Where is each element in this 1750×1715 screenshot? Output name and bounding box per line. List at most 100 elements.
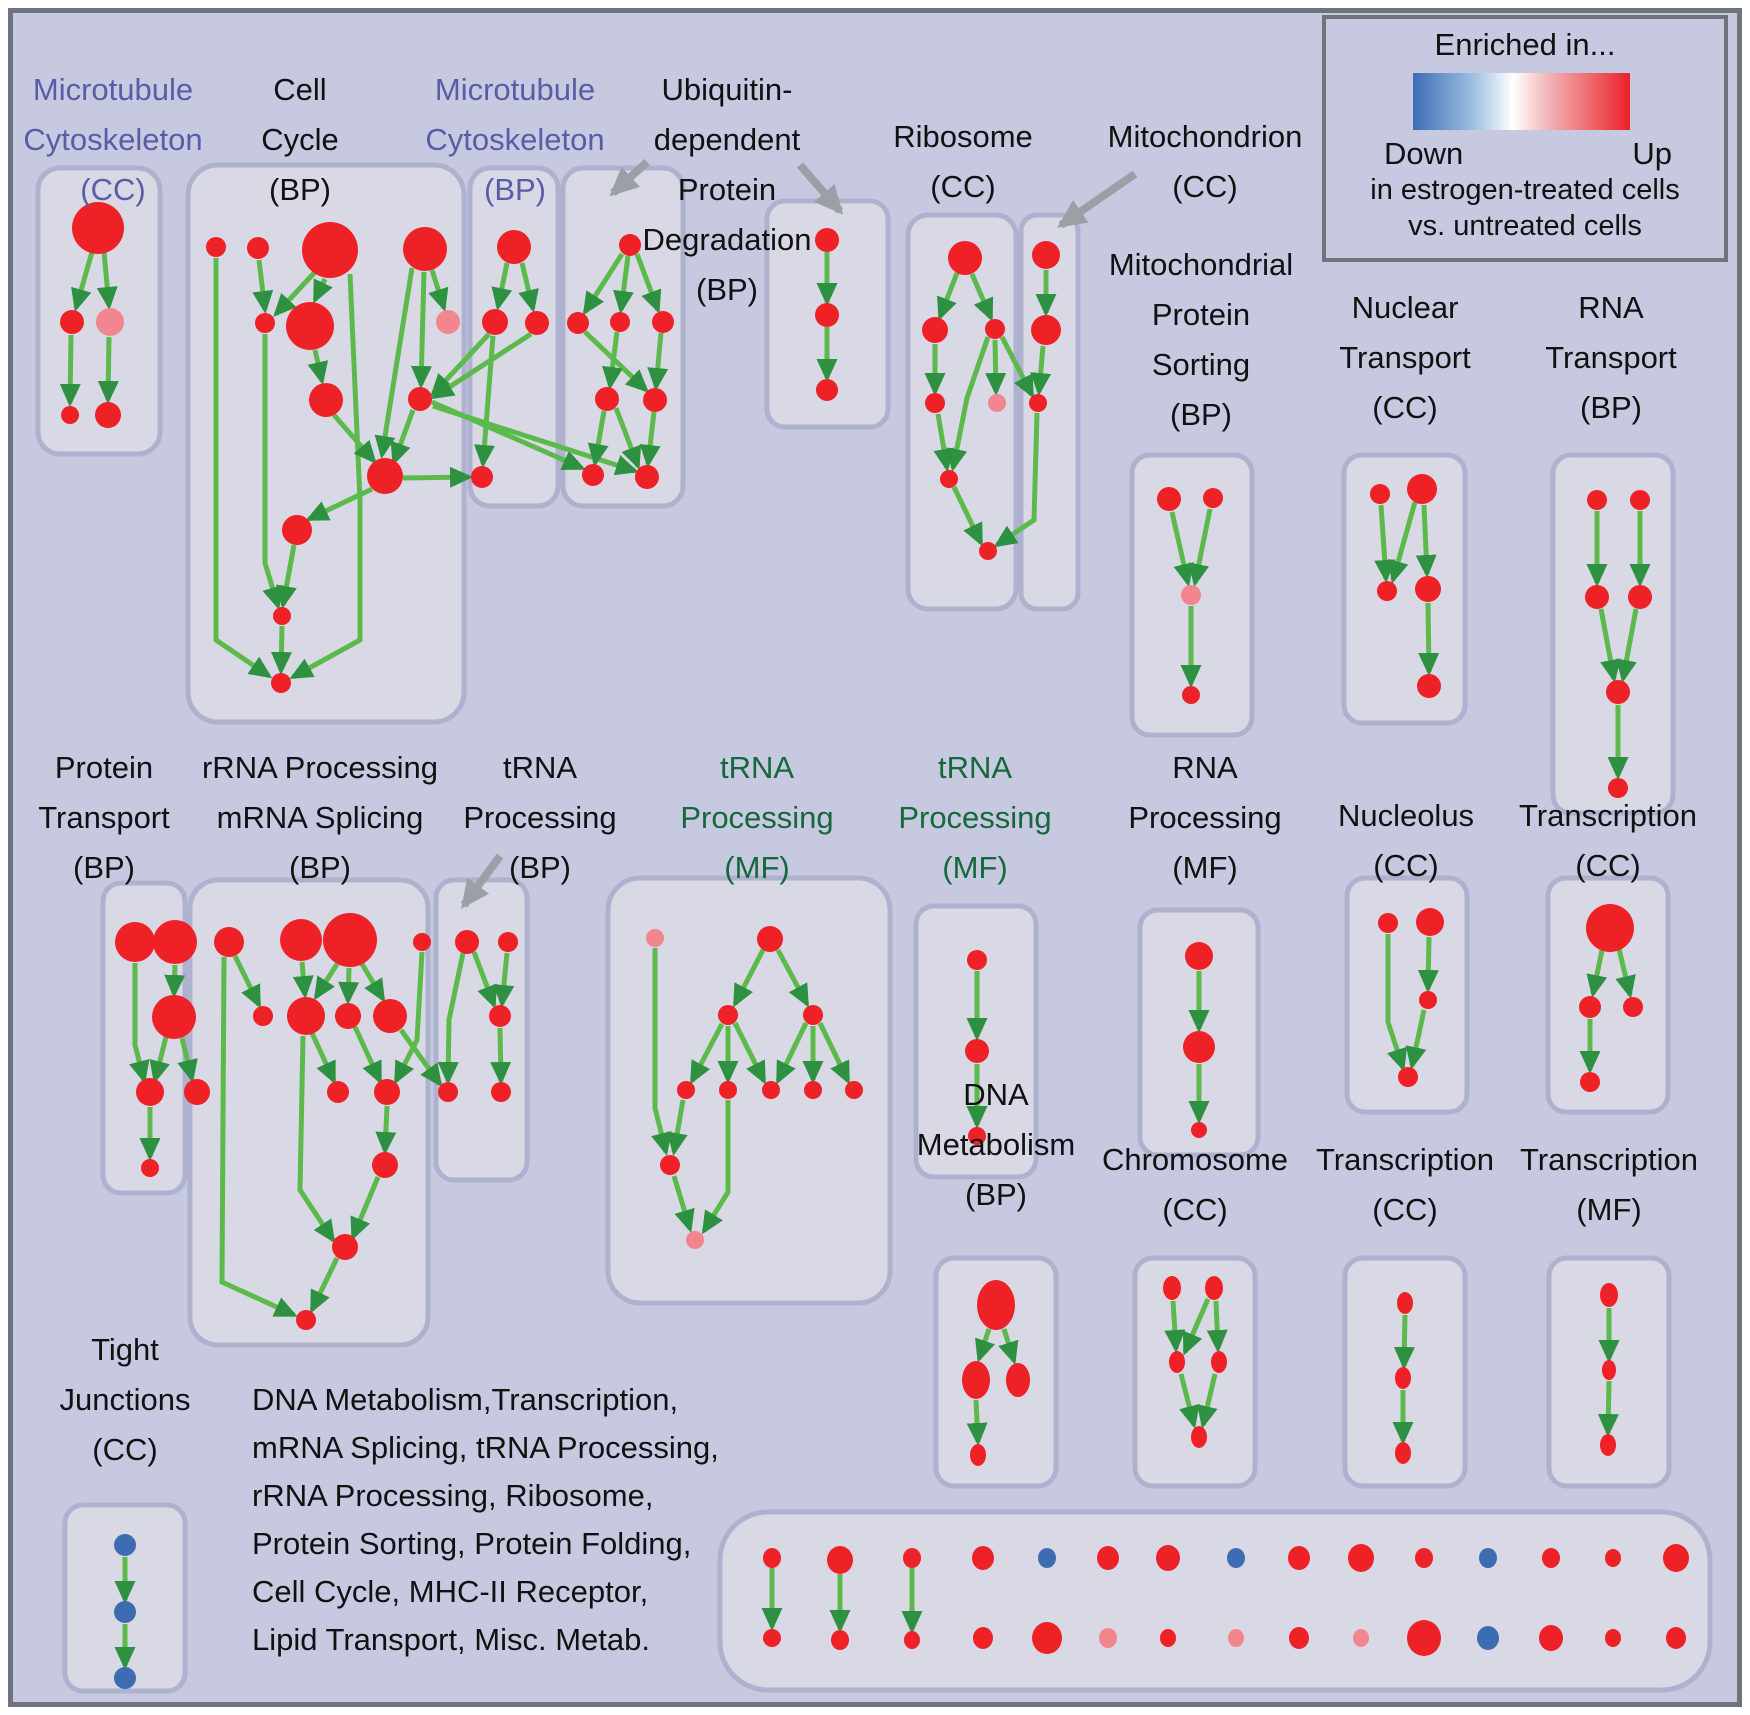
edge-arrow-8 bbox=[289, 273, 363, 680]
gene-node-red-68 bbox=[253, 1006, 273, 1026]
edge-arrow-112 bbox=[1178, 1373, 1200, 1429]
module-label-5: Mitochondrion (CC) bbox=[1108, 119, 1303, 204]
edge-arrow-5 bbox=[252, 259, 274, 314]
module-label-0: Microtubule Cytoskeleton (CC) bbox=[23, 72, 202, 207]
module-label-12: tRNA Processing (MF) bbox=[680, 750, 833, 885]
gene-node-blue-133 bbox=[1038, 1548, 1056, 1568]
edge-arrow-101 bbox=[1405, 1009, 1427, 1070]
gene-node-red-85 bbox=[803, 1005, 823, 1025]
gene-node-red-114 bbox=[1211, 1351, 1227, 1373]
gene-node-red-126 bbox=[763, 1629, 781, 1647]
gene-node-red-33 bbox=[948, 241, 982, 275]
gene-node-red-93 bbox=[967, 950, 987, 970]
module-label-1: Cell Cycle (BP) bbox=[261, 72, 339, 207]
gene-node-red-132 bbox=[973, 1627, 993, 1649]
gene-node-red-34 bbox=[922, 317, 948, 343]
edge-arrow-28 bbox=[613, 255, 634, 314]
box-chromosome-cc bbox=[1132, 1255, 1258, 1489]
gene-node-blue-139 bbox=[1227, 1548, 1245, 1568]
edge-arrow-113 bbox=[1197, 1373, 1218, 1429]
gene-node-red-42 bbox=[1029, 394, 1047, 412]
gene-node-red-80 bbox=[438, 1082, 458, 1102]
gene-node-red-3 bbox=[61, 406, 79, 424]
edge-arrow-78 bbox=[350, 1176, 381, 1241]
edge-arrow-17 bbox=[262, 334, 283, 610]
gene-node-red-26 bbox=[595, 387, 619, 411]
edge-arrow-92 bbox=[651, 948, 672, 1156]
edge-arrow-108 bbox=[966, 1399, 988, 1446]
gene-node-red-55 bbox=[1628, 585, 1652, 609]
module-label-8: RNA Transport (BP) bbox=[1545, 290, 1677, 425]
box-rna-transport-bp bbox=[1550, 452, 1676, 816]
gene-node-pink-37 bbox=[988, 394, 1006, 412]
module-label-17: DNA Metabolism (BP) bbox=[917, 1077, 1076, 1212]
module-label-4: Ribosome (CC) bbox=[893, 119, 1033, 204]
gene-node-red-15 bbox=[282, 515, 312, 545]
gene-node-red-54 bbox=[1585, 585, 1609, 609]
gene-node-red-121 bbox=[1600, 1434, 1616, 1456]
gene-node-red-109 bbox=[1006, 1363, 1030, 1397]
gene-node-red-13 bbox=[408, 387, 432, 411]
gene-node-red-111 bbox=[1163, 1276, 1181, 1300]
gene-node-red-131 bbox=[972, 1546, 994, 1570]
gene-node-red-39 bbox=[979, 542, 997, 560]
gene-node-red-143 bbox=[1348, 1544, 1374, 1572]
gene-node-red-74 bbox=[372, 1152, 398, 1178]
edge-arrow-106 bbox=[975, 1328, 995, 1363]
legend-down-label: Down bbox=[1384, 136, 1464, 171]
legend-subtitle-1: in estrogen-treated cells bbox=[1370, 174, 1680, 206]
gene-node-red-128 bbox=[831, 1630, 849, 1650]
gene-node-red-81 bbox=[491, 1082, 511, 1102]
gene-node-red-86 bbox=[677, 1081, 695, 1099]
edge-arrow-29 bbox=[634, 253, 662, 314]
edge-arrow-45 bbox=[951, 485, 984, 547]
gene-node-red-72 bbox=[327, 1081, 349, 1103]
box-dna-metabolism-bp bbox=[933, 1255, 1059, 1489]
edge-arrow-70 bbox=[338, 967, 360, 1005]
gene-node-red-48 bbox=[1407, 474, 1437, 504]
edge-arrow-11 bbox=[374, 267, 415, 459]
gene-node-red-79 bbox=[489, 1005, 511, 1027]
gene-node-red-44 bbox=[1203, 488, 1223, 508]
box-nuclear-transport-cc bbox=[1341, 452, 1468, 726]
edge-arrow-3 bbox=[97, 336, 119, 404]
annotation-arrow-3 bbox=[460, 853, 504, 909]
module-label-9: Protein Transport (BP) bbox=[38, 750, 170, 885]
edge-arrow-50 bbox=[1188, 508, 1213, 587]
gene-node-red-17 bbox=[271, 673, 291, 693]
annotation-arrow-2 bbox=[1057, 170, 1138, 229]
box-misc-modules bbox=[717, 1509, 1713, 1693]
edge-arrow-79 bbox=[309, 1256, 340, 1314]
gene-node-red-65 bbox=[280, 919, 322, 961]
edge-arrow-117 bbox=[1597, 1380, 1619, 1437]
module-label-21: Tight Junctions (CC) bbox=[60, 1332, 191, 1467]
gene-node-red-57 bbox=[1608, 778, 1628, 798]
gene-node-red-138 bbox=[1160, 1629, 1176, 1647]
gene-node-red-96 bbox=[1185, 942, 1213, 970]
gene-node-red-150 bbox=[1539, 1625, 1563, 1651]
edge-arrow-39 bbox=[969, 273, 994, 322]
edge-arrow-26 bbox=[474, 335, 496, 468]
gene-node-red-146 bbox=[1407, 1620, 1441, 1656]
gene-node-red-100 bbox=[1416, 908, 1444, 936]
gene-node-red-56 bbox=[1606, 680, 1630, 704]
module-label-13: tRNA Processing (MF) bbox=[898, 750, 1051, 885]
gene-node-red-23 bbox=[567, 312, 589, 334]
edge-arrow-54 bbox=[1415, 504, 1437, 578]
gene-node-red-53 bbox=[1630, 490, 1650, 510]
gene-node-red-83 bbox=[757, 926, 783, 952]
gene-node-red-108 bbox=[962, 1361, 990, 1399]
gene-node-red-134 bbox=[1032, 1622, 1062, 1654]
edge-arrow-24 bbox=[491, 262, 513, 311]
gene-node-pink-11 bbox=[436, 310, 460, 334]
edge-arrow-15 bbox=[305, 486, 374, 522]
gene-node-red-135 bbox=[1097, 1546, 1119, 1570]
edge-arrow-53 bbox=[1388, 501, 1418, 584]
edge-arrow-34 bbox=[613, 407, 642, 470]
gene-node-red-35 bbox=[985, 319, 1005, 339]
gene-node-blue-122 bbox=[114, 1534, 136, 1556]
gene-node-red-8 bbox=[403, 227, 447, 271]
gene-node-red-94 bbox=[965, 1039, 989, 1063]
gene-node-red-9 bbox=[255, 313, 275, 333]
edge-arrow-27 bbox=[582, 252, 625, 316]
